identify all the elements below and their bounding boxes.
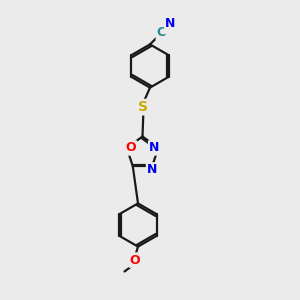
Text: N: N xyxy=(165,17,176,31)
Text: N: N xyxy=(149,141,160,154)
Text: O: O xyxy=(130,254,140,267)
Text: S: S xyxy=(138,100,148,114)
Text: C: C xyxy=(157,26,166,40)
Text: O: O xyxy=(125,141,136,154)
Text: N: N xyxy=(147,164,158,176)
